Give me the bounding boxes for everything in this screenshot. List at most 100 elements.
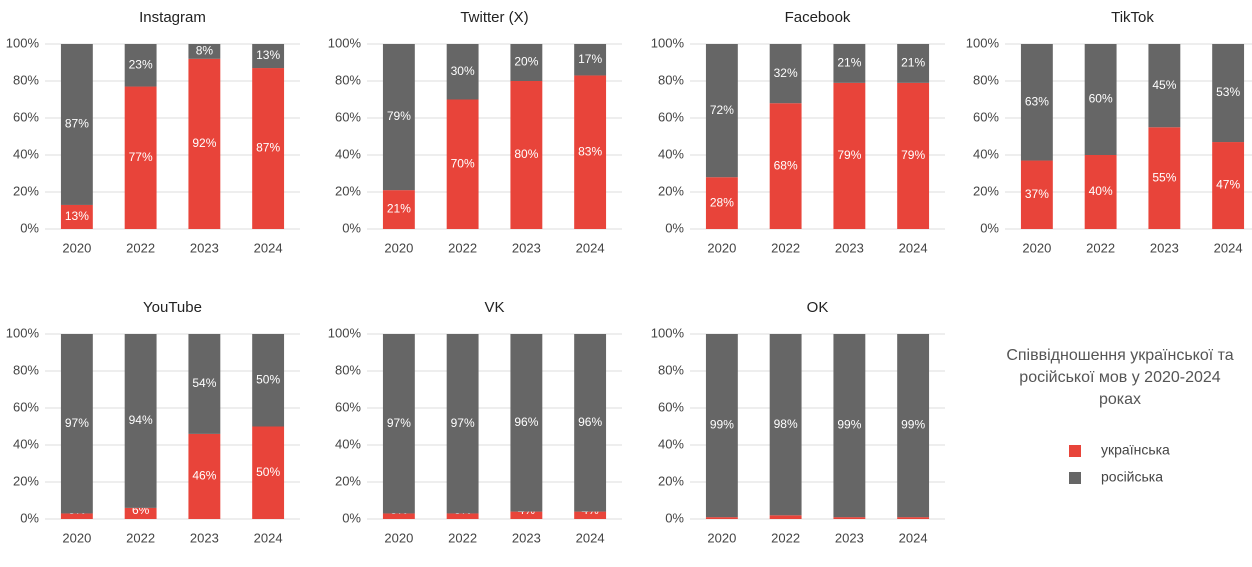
panel-title: VK [484,299,504,316]
bar-segment [833,82,866,229]
bar-segment [705,334,738,518]
value-label: 21% [901,56,925,70]
bar-segment [833,44,866,83]
value-label: 87% [256,141,280,155]
value-label: 46% [192,469,216,483]
y-tick-label: 0% [342,220,361,235]
y-tick-label: 100% [6,35,40,50]
bar-segment [1212,44,1245,143]
value-label: 54% [192,376,216,390]
y-tick-label: 80% [335,72,361,87]
bar-segment [510,334,543,512]
y-tick-label: 0% [665,510,684,525]
x-tick-label: 2022 [126,530,155,545]
y-tick-label: 20% [335,473,361,488]
y-tick-label: 40% [13,436,39,451]
value-label: 99% [710,418,734,432]
y-tick-label: 20% [13,473,39,488]
y-tick-label: 80% [335,362,361,377]
y-tick-label: 60% [658,109,684,124]
value-label: 99% [901,418,925,432]
bar-segment [124,334,157,508]
panel-title: Facebook [785,9,851,26]
bar-segment [188,433,221,519]
y-tick-label: 0% [342,510,361,525]
bar-segment [252,44,285,69]
value-label: 50% [256,465,280,479]
value-label: 17% [578,52,602,66]
x-tick-label: 2023 [1150,240,1179,255]
y-tick-label: 20% [973,183,999,198]
y-tick-label: 100% [966,35,1000,50]
bar-segment [124,507,157,519]
y-tick-label: 60% [13,399,39,414]
y-tick-label: 0% [665,220,684,235]
value-label: 94% [129,413,153,427]
x-tick-label: 2023 [835,240,864,255]
bar-segment [188,334,221,434]
x-tick-label: 2024 [576,530,605,545]
x-tick-label: 2020 [707,240,736,255]
y-tick-label: 60% [335,399,361,414]
x-tick-label: 2024 [1214,240,1243,255]
value-label: 45% [1152,78,1176,92]
value-label: 60% [1089,92,1113,106]
bar-segment [833,334,866,518]
bar-segment [574,44,607,76]
value-label: 98% [774,417,798,431]
bar-segment [1084,44,1117,155]
x-tick-label: 2022 [771,240,800,255]
legend-label: російська [1101,469,1163,485]
y-tick-label: 0% [980,220,999,235]
value-label: 97% [451,416,475,430]
value-label: 53% [1216,85,1240,99]
value-label: 97% [65,416,89,430]
bar-segment [574,75,607,229]
x-tick-label: 2020 [384,530,413,545]
value-label: 8% [196,44,214,58]
bar-segment [510,511,543,519]
value-label: 99% [837,418,861,432]
y-tick-label: 100% [328,325,362,340]
y-tick-label: 20% [658,183,684,198]
bar-segment [124,86,157,229]
x-tick-label: 2023 [835,530,864,545]
x-tick-label: 2022 [448,240,477,255]
bar-segment [382,513,415,519]
bar-segment [510,44,543,81]
bar-segment [188,58,221,229]
y-tick-label: 0% [20,220,39,235]
bar-segment [1084,155,1117,229]
y-tick-label: 40% [658,436,684,451]
panel-title: Twitter (X) [460,9,528,26]
x-tick-label: 2023 [512,530,541,545]
x-tick-label: 2024 [899,240,928,255]
x-tick-label: 2022 [1086,240,1115,255]
value-label: 47% [1216,178,1240,192]
panel-title: TikTok [1111,9,1154,26]
x-tick-label: 2022 [126,240,155,255]
x-tick-label: 2023 [190,240,219,255]
bar-segment [574,334,607,512]
bar-segment [60,44,93,205]
bar-segment [897,44,930,83]
panel-title: Instagram [139,9,206,26]
bar-segment [60,513,93,519]
y-tick-label: 0% [20,510,39,525]
y-tick-label: 40% [13,146,39,161]
main-title: Співвідношення української та російської… [1006,347,1234,408]
y-tick-label: 80% [13,72,39,87]
panel-title: OK [807,299,829,316]
x-tick-label: 2022 [448,530,477,545]
value-label: 79% [387,109,411,123]
value-label: 70% [451,156,475,170]
bar-segment [60,204,93,229]
value-label: 21% [387,202,411,216]
y-tick-label: 20% [13,183,39,198]
x-tick-label: 2020 [384,240,413,255]
value-label: 96% [514,415,538,429]
bar-segment [1212,142,1245,229]
value-label: 30% [451,64,475,78]
